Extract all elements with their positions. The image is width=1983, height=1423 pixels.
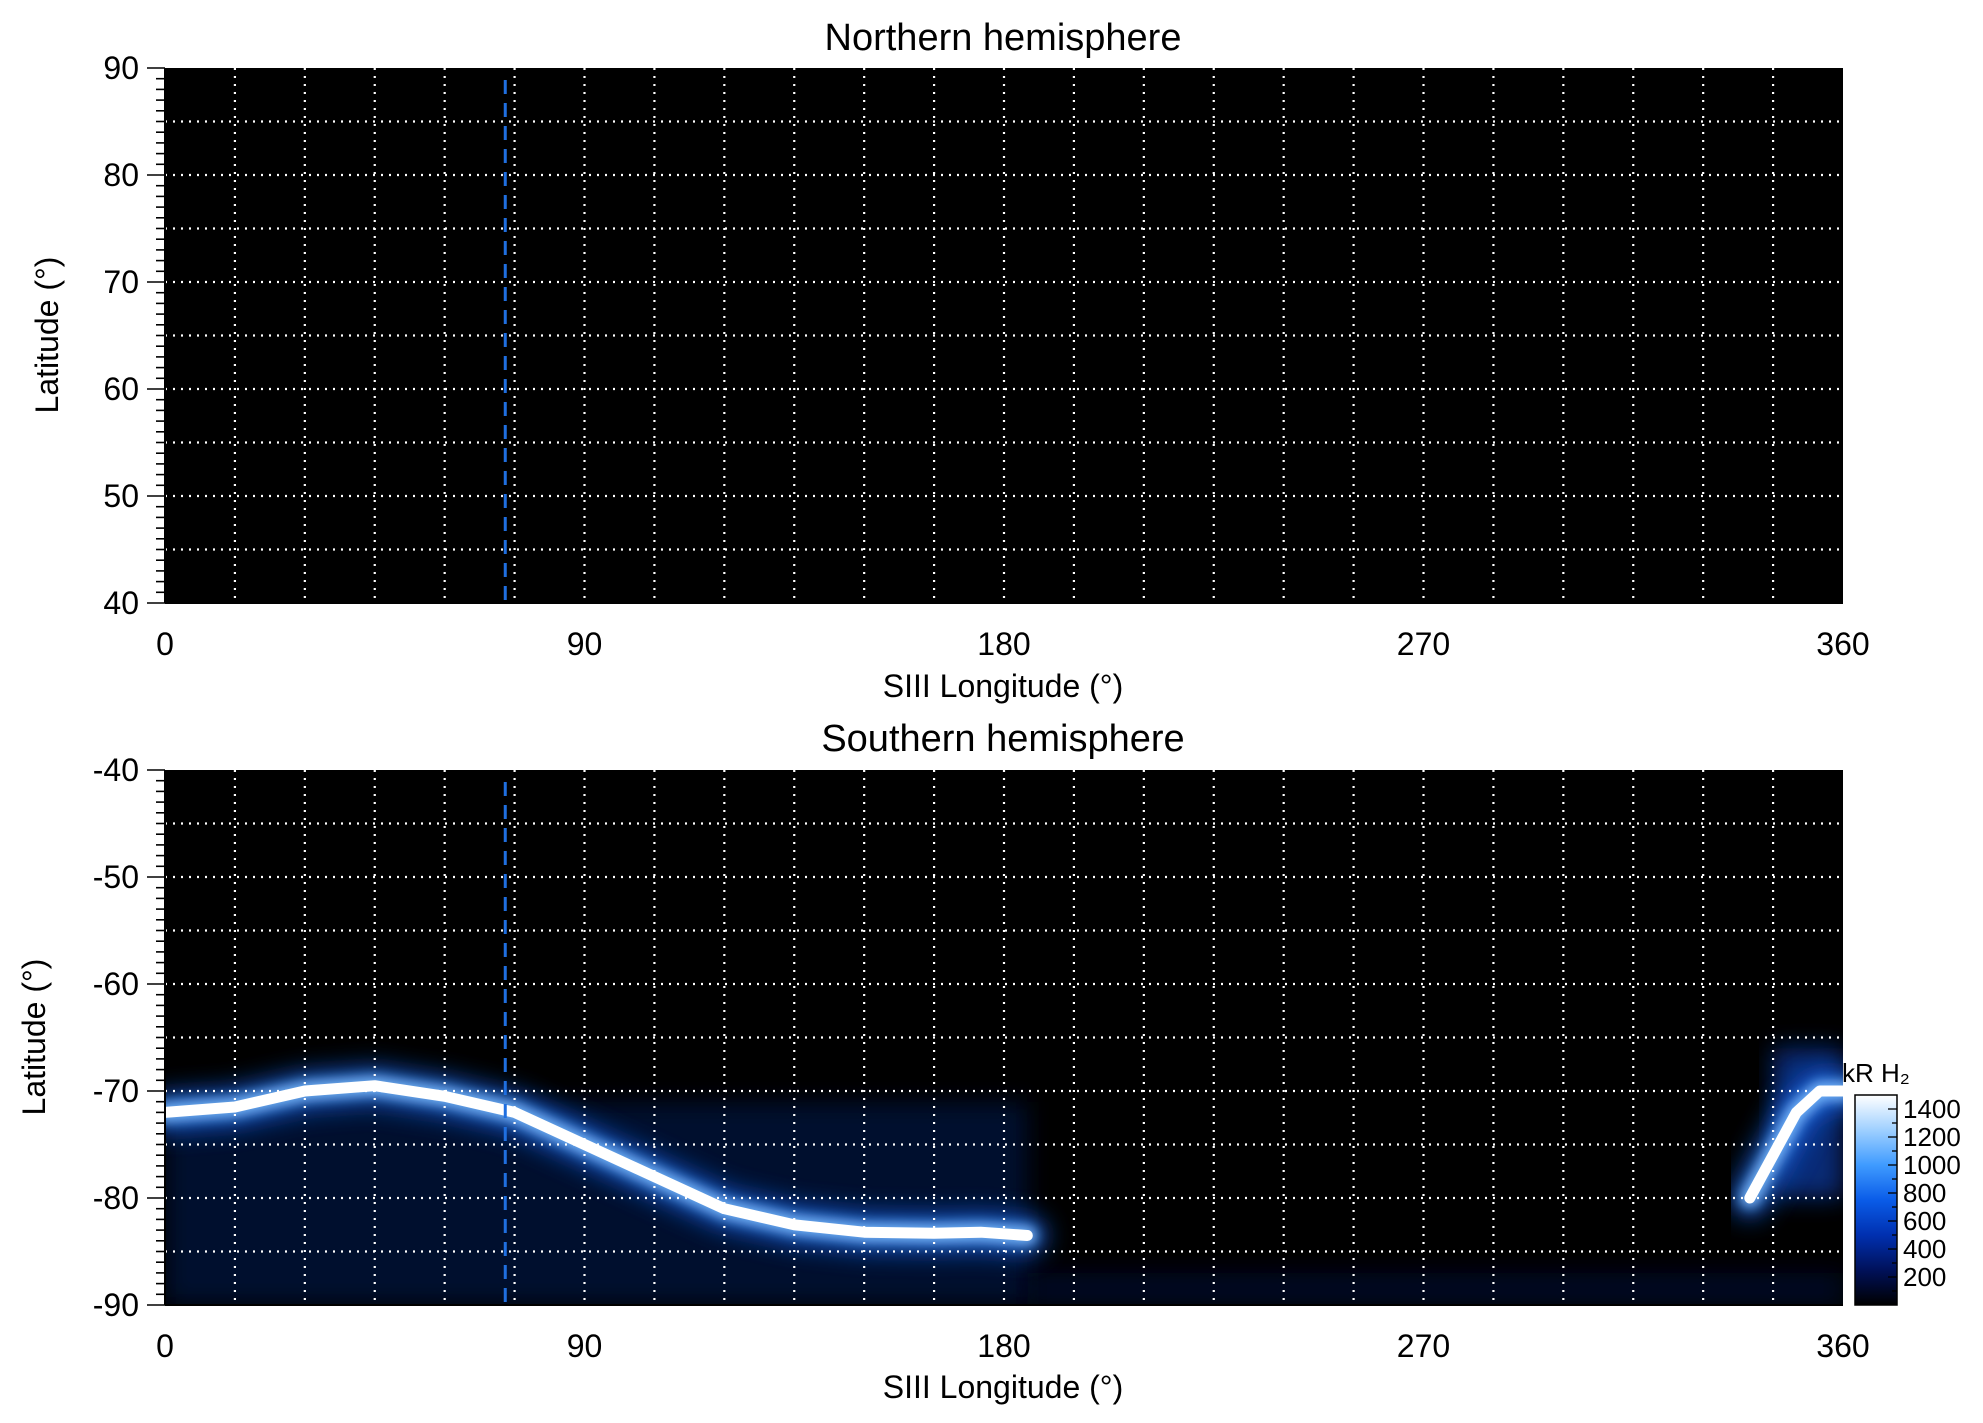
y-tick-label: -40 <box>93 752 139 788</box>
colorbar-tick-label: 400 <box>1903 1234 1946 1264</box>
y-axis-label: Latitude (°) <box>16 959 52 1116</box>
x-tick-label: 270 <box>1397 1328 1450 1364</box>
x-axis-label: SIII Longitude (°) <box>883 1369 1123 1405</box>
panel-title: Southern hemisphere <box>821 718 1184 760</box>
y-tick-label: 90 <box>103 50 139 86</box>
y-tick-label: -90 <box>93 1287 139 1323</box>
emission-band <box>1744 1085 1843 1204</box>
x-tick-label: 90 <box>567 1328 603 1364</box>
y-tick-label: -70 <box>93 1073 139 1109</box>
y-tick-label: -60 <box>93 966 139 1002</box>
y-tick-label: 50 <box>103 478 139 514</box>
colorbar-tick-label: 200 <box>1903 1262 1946 1292</box>
y-axis-label: Latitude (°) <box>29 257 65 414</box>
x-tick-label: 180 <box>977 1328 1030 1364</box>
y-tick-label: 70 <box>103 264 139 300</box>
northern-hemisphere-panel: Northern hemisphere 40 50 60 70 80 90 0 90 180 27… <box>29 17 1870 704</box>
heatmap-layer <box>165 1048 1843 1305</box>
x-tick-label: 360 <box>1816 626 1869 662</box>
plot-area: 40 50 60 70 80 90 0 90 180 270 360 <box>103 50 1869 662</box>
y-tick-label: -50 <box>93 859 139 895</box>
grid <box>165 770 1843 1305</box>
colorbar-gradient <box>1854 1094 1898 1306</box>
colorbar-tick-label: 800 <box>1903 1178 1946 1208</box>
y-tick-label: 60 <box>103 371 139 407</box>
colorbar-tick-label: 1000 <box>1903 1150 1961 1180</box>
x-tick-label: 270 <box>1397 626 1450 662</box>
x-tick-label: 90 <box>567 626 603 662</box>
panel-title: Northern hemisphere <box>825 17 1182 59</box>
grid <box>165 68 1843 603</box>
y-tick-label: 80 <box>103 157 139 193</box>
x-tick-label: 0 <box>156 1328 174 1364</box>
southern-hemisphere-panel: Southern hemisphere -90 -80 -70 -60 -50 -40 0 9… <box>16 718 1870 1405</box>
x-tick-label: 0 <box>156 626 174 662</box>
y-tick-label: 40 <box>103 585 139 621</box>
x-tick-label: 180 <box>977 626 1030 662</box>
x-tick-label: 360 <box>1816 1328 1869 1364</box>
colorbar-tick-label: 1400 <box>1903 1094 1961 1124</box>
y-tick-label: -80 <box>93 1180 139 1216</box>
colorbar-tick-label: 1200 <box>1903 1122 1961 1152</box>
x-axis-label: SIII Longitude (°) <box>883 668 1123 704</box>
plot-area: -90 -80 -70 -60 -50 -40 0 90 180 270 360 <box>93 752 1870 1364</box>
emission-band <box>165 1080 1033 1241</box>
colorbar-tick-label: 600 <box>1903 1206 1946 1236</box>
diffuse-emission <box>1027 1272 1843 1305</box>
colorbar-unit: kR H₂ <box>1842 1058 1910 1088</box>
